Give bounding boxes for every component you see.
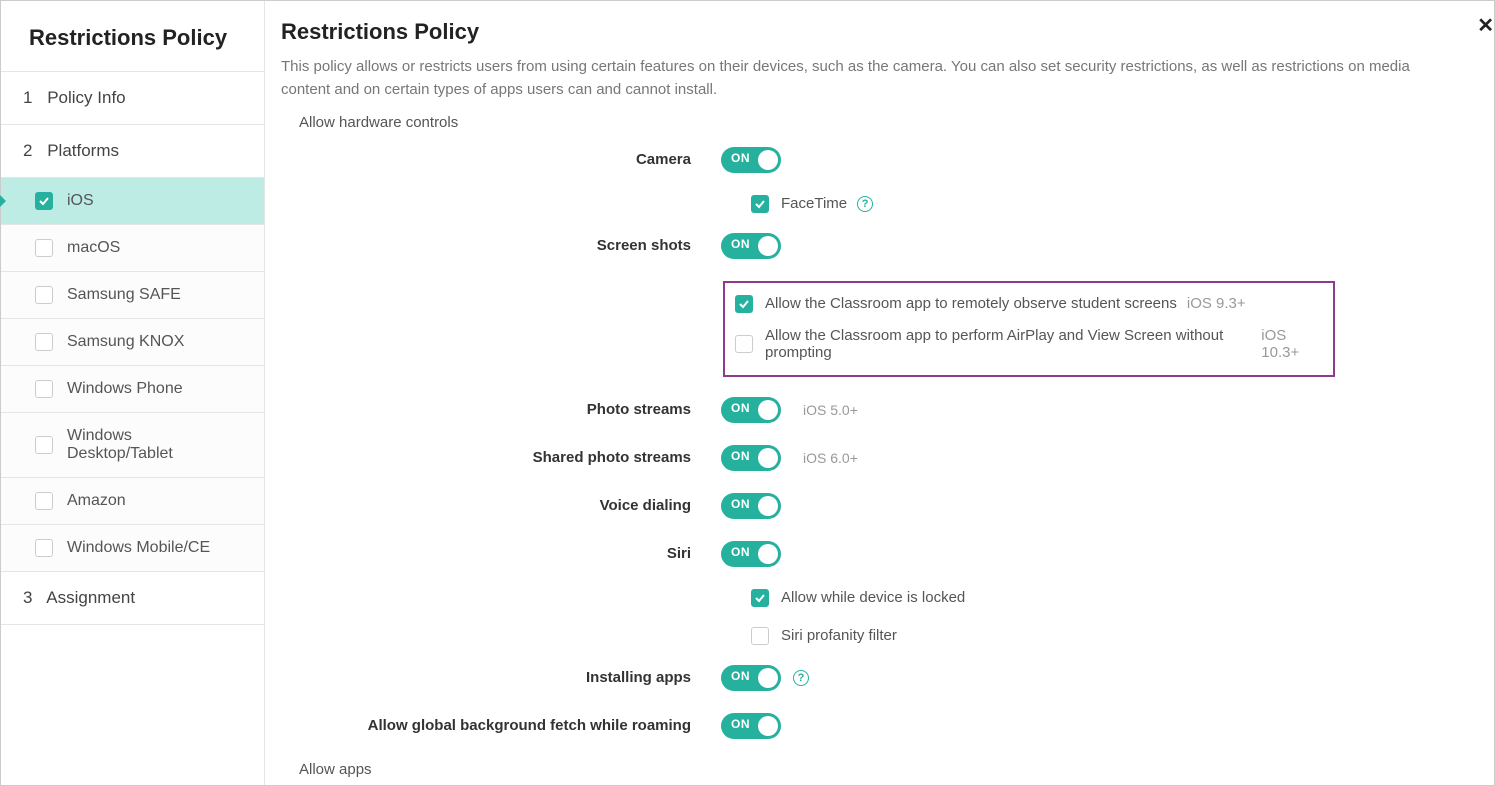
page-description: This policy allows or restricts users fr… <box>281 55 1411 102</box>
sub-setting-classroom-observe: Allow the Classroom app to remotely obse… <box>735 295 1323 313</box>
main-panel: ✕ Restrictions Policy This policy allows… <box>265 1 1494 785</box>
setting-photo-streams: Photo streams ON iOS 5.0+ <box>281 397 1466 423</box>
setting-label: Allow global background fetch while roam… <box>281 717 721 734</box>
step-label: Platforms <box>47 141 119 160</box>
page-title: Restrictions Policy <box>281 19 1466 45</box>
platform-item-windows-mobile[interactable]: Windows Mobile/CE <box>1 525 264 572</box>
sub-label: Siri profanity filter <box>781 627 897 644</box>
setting-label: Shared photo streams <box>281 449 721 466</box>
toggle-shared-photo-streams[interactable]: ON <box>721 445 781 471</box>
platform-item-ios[interactable]: iOS <box>1 178 264 225</box>
setting-voice-dialing: Voice dialing ON <box>281 493 1466 519</box>
setting-label: Voice dialing <box>281 497 721 514</box>
highlight-classroom-options: Allow the Classroom app to remotely obse… <box>723 281 1335 377</box>
version-tag: iOS 10.3+ <box>1261 327 1323 361</box>
toggle-screenshots[interactable]: ON <box>721 233 781 259</box>
close-icon[interactable]: ✕ <box>1477 13 1494 38</box>
step-label: Policy Info <box>47 88 125 107</box>
platform-item-amazon[interactable]: Amazon <box>1 478 264 525</box>
platform-label: Amazon <box>67 492 126 510</box>
setting-installing-apps: Installing apps ON ? <box>281 665 1466 691</box>
checkbox-icon <box>35 286 53 304</box>
toggle-siri[interactable]: ON <box>721 541 781 567</box>
checkbox-icon <box>35 436 53 454</box>
platform-item-macos[interactable]: macOS <box>1 225 264 272</box>
checkbox-icon <box>35 333 53 351</box>
toggle-voice-dialing[interactable]: ON <box>721 493 781 519</box>
help-icon[interactable]: ? <box>793 670 809 686</box>
nav-step-platforms[interactable]: 2 Platforms <box>1 125 264 178</box>
toggle-installing-apps[interactable]: ON <box>721 665 781 691</box>
sub-setting-classroom-airplay: Allow the Classroom app to perform AirPl… <box>735 327 1323 361</box>
step-number: 2 <box>23 141 32 160</box>
platform-label: Samsung SAFE <box>67 286 181 304</box>
version-tag: iOS 9.3+ <box>1187 295 1246 312</box>
sub-setting-siri-profanity: Siri profanity filter <box>751 627 1466 645</box>
sub-label: Allow while device is locked <box>781 589 965 606</box>
platform-label: macOS <box>67 239 120 257</box>
policy-editor: Restrictions Policy 1 Policy Info 2 Plat… <box>0 0 1495 786</box>
sub-label: Allow the Classroom app to remotely obse… <box>765 295 1177 312</box>
version-tag: iOS 6.0+ <box>803 450 858 466</box>
sub-label: FaceTime <box>781 195 847 212</box>
setting-bg-fetch: Allow global background fetch while roam… <box>281 713 1466 739</box>
checkbox-siri-profanity[interactable] <box>751 627 769 645</box>
platform-item-windows-phone[interactable]: Windows Phone <box>1 366 264 413</box>
checkbox-icon <box>35 192 53 210</box>
platform-label: iOS <box>67 192 94 210</box>
help-icon[interactable]: ? <box>857 196 873 212</box>
toggle-camera[interactable]: ON <box>721 147 781 173</box>
checkbox-siri-locked[interactable] <box>751 589 769 607</box>
sub-setting-facetime: FaceTime ? <box>751 195 1466 213</box>
checkbox-icon <box>35 492 53 510</box>
checkbox-icon <box>35 239 53 257</box>
nav-step-assignment[interactable]: 3 Assignment <box>1 572 264 625</box>
sidebar: Restrictions Policy 1 Policy Info 2 Plat… <box>1 1 265 785</box>
checkbox-classroom-airplay[interactable] <box>735 335 753 353</box>
setting-label: Screen shots <box>281 237 721 254</box>
sidebar-title: Restrictions Policy <box>1 1 264 72</box>
platform-item-samsung-safe[interactable]: Samsung SAFE <box>1 272 264 319</box>
setting-camera: Camera ON <box>281 147 1466 173</box>
toggle-photo-streams[interactable]: ON <box>721 397 781 423</box>
section-hardware-controls: Allow hardware controls <box>299 114 1466 131</box>
checkbox-facetime[interactable] <box>751 195 769 213</box>
sub-label: Allow the Classroom app to perform AirPl… <box>765 327 1251 361</box>
setting-label: Photo streams <box>281 401 721 418</box>
setting-label: Camera <box>281 151 721 168</box>
platform-label: Windows Phone <box>67 380 183 398</box>
sub-setting-siri-locked: Allow while device is locked <box>751 589 1466 607</box>
platform-label: Windows Desktop/Tablet <box>67 427 242 463</box>
setting-shared-photo-streams: Shared photo streams ON iOS 6.0+ <box>281 445 1466 471</box>
setting-label: Installing apps <box>281 669 721 686</box>
step-label: Assignment <box>46 588 135 607</box>
platform-label: Samsung KNOX <box>67 333 184 351</box>
platform-item-samsung-knox[interactable]: Samsung KNOX <box>1 319 264 366</box>
checkbox-icon <box>35 380 53 398</box>
setting-label: Siri <box>281 545 721 562</box>
setting-screenshots: Screen shots ON <box>281 233 1466 259</box>
setting-siri: Siri ON <box>281 541 1466 567</box>
version-tag: iOS 5.0+ <box>803 402 858 418</box>
toggle-bg-fetch[interactable]: ON <box>721 713 781 739</box>
checkbox-icon <box>35 539 53 557</box>
nav-step-policy-info[interactable]: 1 Policy Info <box>1 72 264 125</box>
platform-label: Windows Mobile/CE <box>67 539 210 557</box>
checkbox-classroom-observe[interactable] <box>735 295 753 313</box>
step-number: 3 <box>23 588 32 607</box>
section-allow-apps: Allow apps <box>299 761 1466 778</box>
step-number: 1 <box>23 88 32 107</box>
platform-item-windows-desktop[interactable]: Windows Desktop/Tablet <box>1 413 264 478</box>
